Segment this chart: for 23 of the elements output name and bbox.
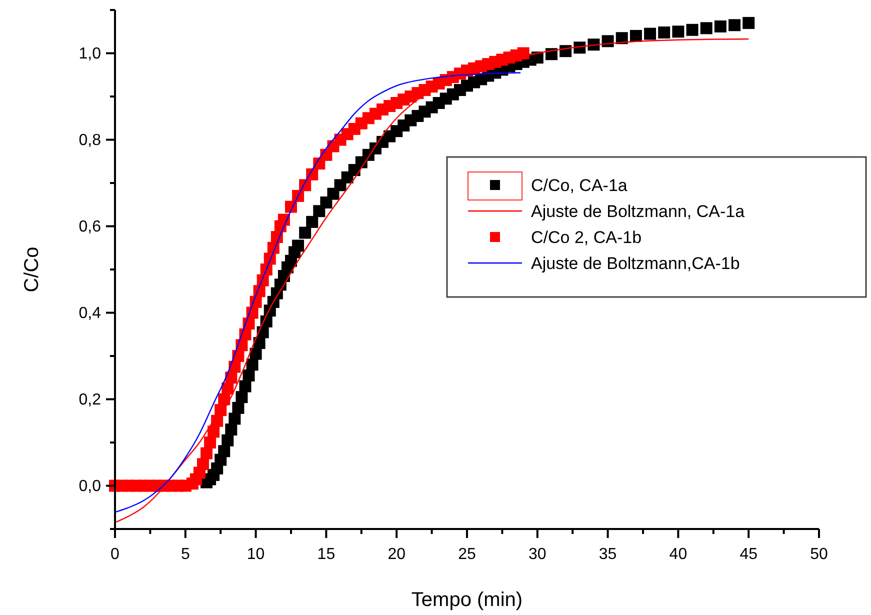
x-tick-label: 35 <box>598 546 617 563</box>
x-tick-label: 40 <box>669 546 688 563</box>
x-axis-title: Tempo (min) <box>411 589 523 611</box>
legend-label: Ajuste de Boltzmann,CA-1b <box>531 254 740 273</box>
legend-label: C/Co 2, CA-1b <box>531 228 642 247</box>
x-tick-label: 30 <box>528 546 546 563</box>
y-tick-label: 0,0 <box>78 478 102 495</box>
legend-label: Ajuste de Boltzmann, CA-1a <box>531 202 746 221</box>
legend-label: C/Co, CA-1a <box>531 176 628 195</box>
y-tick-label: 0,4 <box>78 304 102 322</box>
x-tick-label: 10 <box>246 546 265 563</box>
y-axis-title: C/Co <box>21 246 43 292</box>
y-tick-label: 0,2 <box>78 391 102 408</box>
x-tick-label: 45 <box>740 546 758 563</box>
x-tick-label: 0 <box>110 546 120 563</box>
x-tick-label: 15 <box>317 546 336 563</box>
x-tick-label: 5 <box>180 546 190 563</box>
y-tick-label: 0,8 <box>78 132 102 149</box>
x-tick-label: 20 <box>388 546 406 563</box>
x-tick-label: 50 <box>810 546 828 563</box>
x-tick-label: 25 <box>458 546 476 563</box>
y-tick-label: 1,0 <box>78 45 102 62</box>
y-tick-label: 0,6 <box>78 218 102 236</box>
